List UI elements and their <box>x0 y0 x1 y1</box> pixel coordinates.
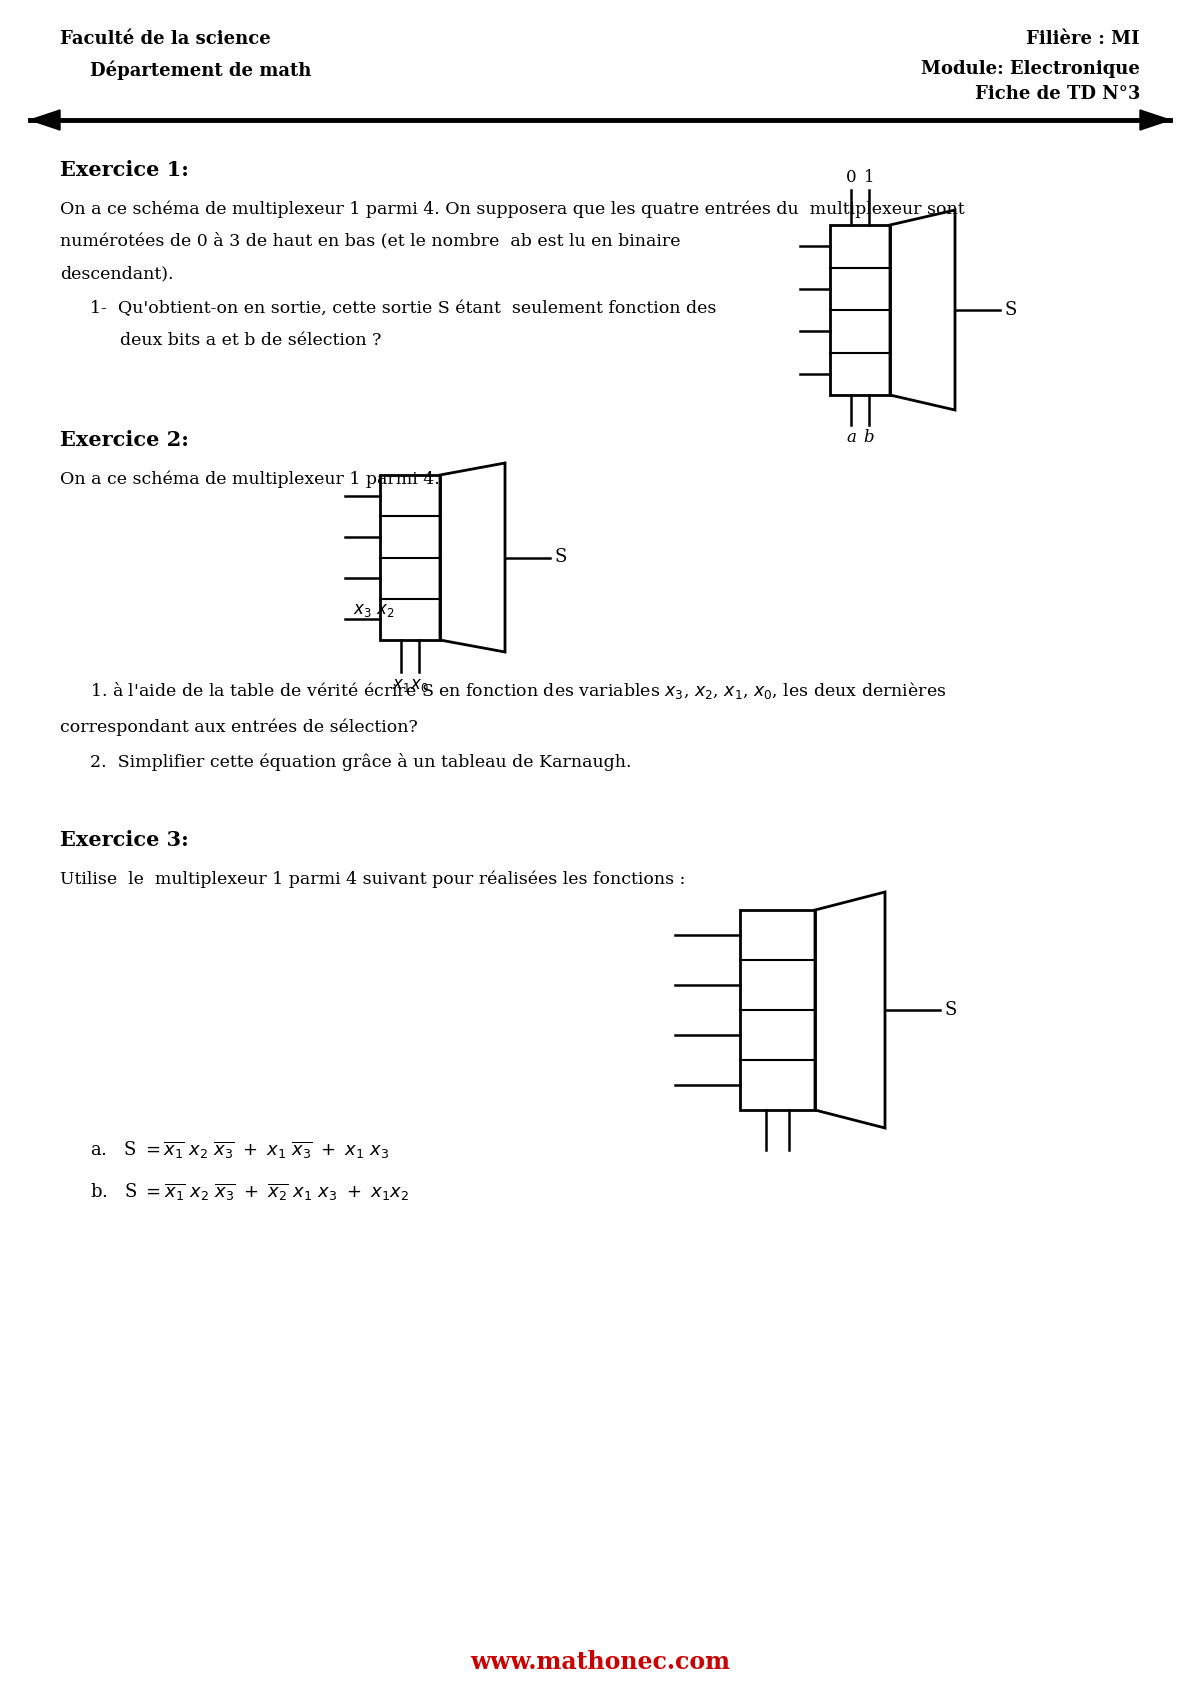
Text: correspondant aux entrées de sélection?: correspondant aux entrées de sélection? <box>60 718 418 735</box>
Text: Exercice 2:: Exercice 2: <box>60 429 188 450</box>
Text: Exercice 1:: Exercice 1: <box>60 160 188 180</box>
Text: Fiche de TD N°3: Fiche de TD N°3 <box>974 85 1140 104</box>
Text: 2.  Simplifier cette équation grâce à un tableau de Karnaugh.: 2. Simplifier cette équation grâce à un … <box>90 753 631 770</box>
Text: S: S <box>1006 300 1018 319</box>
Text: Faculté de la science: Faculté de la science <box>60 31 271 48</box>
Text: S: S <box>946 1001 958 1018</box>
Text: deux bits a et b de sélection ?: deux bits a et b de sélection ? <box>120 333 382 350</box>
Text: On a ce schéma de multiplexeur 1 parmi 4. On supposera que les quatre entrées du: On a ce schéma de multiplexeur 1 parmi 4… <box>60 200 965 217</box>
Text: On a ce schéma de multiplexeur 1 parmi 4.: On a ce schéma de multiplexeur 1 parmi 4… <box>60 470 439 487</box>
Polygon shape <box>30 110 60 131</box>
Text: Exercice 3:: Exercice 3: <box>60 830 188 850</box>
Text: 1. à l'aide de la table de vérité écrire S en fonction des variables $x_3$, $x_2: 1. à l'aide de la table de vérité écrire… <box>90 680 947 701</box>
Text: S: S <box>554 548 568 567</box>
Text: descendant).: descendant). <box>60 265 174 282</box>
Text: Utilise  le  multiplexeur 1 parmi 4 suivant pour réalisées les fonctions :: Utilise le multiplexeur 1 parmi 4 suivan… <box>60 871 685 888</box>
Text: numérotées de 0 à 3 de haut en bas (et le nombre  ab est lu en binaire: numérotées de 0 à 3 de haut en bas (et l… <box>60 232 680 249</box>
Text: www.mathonec.com: www.mathonec.com <box>470 1649 730 1673</box>
Text: b.   S $=\overline{x_1}\ x_2\ \overline{x_3}\ +\ \overline{x_2}\ x_1\ x_3\ +\ x_: b. S $=\overline{x_1}\ x_2\ \overline{x_… <box>90 1183 409 1203</box>
Polygon shape <box>1140 110 1170 131</box>
Text: a: a <box>846 429 856 446</box>
Text: $x_3$: $x_3$ <box>353 602 371 619</box>
Text: a.   S $=\overline{x_1}\ x_2\ \overline{x_3}\ +\ x_1\ \overline{x_3}\ +\ x_1\ x_: a. S $=\overline{x_1}\ x_2\ \overline{x_… <box>90 1140 389 1161</box>
Text: Filière : MI: Filière : MI <box>1026 31 1140 48</box>
Text: Module: Electronique: Module: Electronique <box>922 59 1140 78</box>
Text: $x_2$: $x_2$ <box>376 602 395 619</box>
Text: 1-  Qu'obtient-on en sortie, cette sortie S étant  seulement fonction des: 1- Qu'obtient-on en sortie, cette sortie… <box>90 300 716 317</box>
Text: 0: 0 <box>846 170 857 187</box>
Text: 1: 1 <box>864 170 875 187</box>
Text: b: b <box>864 429 875 446</box>
Text: $x_0$: $x_0$ <box>409 677 428 694</box>
Text: Département de math: Département de math <box>90 59 311 80</box>
Text: $x_1$: $x_1$ <box>391 677 410 694</box>
